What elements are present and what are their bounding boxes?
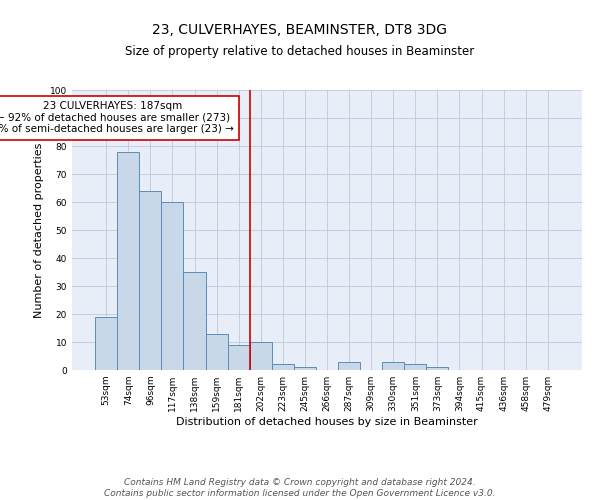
Bar <box>206 334 227 370</box>
Bar <box>227 345 250 370</box>
Text: Size of property relative to detached houses in Beaminster: Size of property relative to detached ho… <box>125 45 475 58</box>
Text: 23, CULVERHAYES, BEAMINSTER, DT8 3DG: 23, CULVERHAYES, BEAMINSTER, DT8 3DG <box>152 22 448 36</box>
Bar <box>272 364 294 370</box>
Bar <box>95 317 117 370</box>
Text: Contains HM Land Registry data © Crown copyright and database right 2024.
Contai: Contains HM Land Registry data © Crown c… <box>104 478 496 498</box>
Bar <box>427 367 448 370</box>
Bar <box>184 272 206 370</box>
X-axis label: Distribution of detached houses by size in Beaminster: Distribution of detached houses by size … <box>176 417 478 427</box>
Bar <box>117 152 139 370</box>
Bar <box>404 364 427 370</box>
Y-axis label: Number of detached properties: Number of detached properties <box>34 142 44 318</box>
Text: 23 CULVERHAYES: 187sqm
← 92% of detached houses are smaller (273)
8% of semi-det: 23 CULVERHAYES: 187sqm ← 92% of detached… <box>0 101 234 134</box>
Bar <box>382 362 404 370</box>
Bar <box>139 191 161 370</box>
Bar <box>338 362 360 370</box>
Bar <box>250 342 272 370</box>
Bar <box>294 367 316 370</box>
Bar <box>161 202 184 370</box>
